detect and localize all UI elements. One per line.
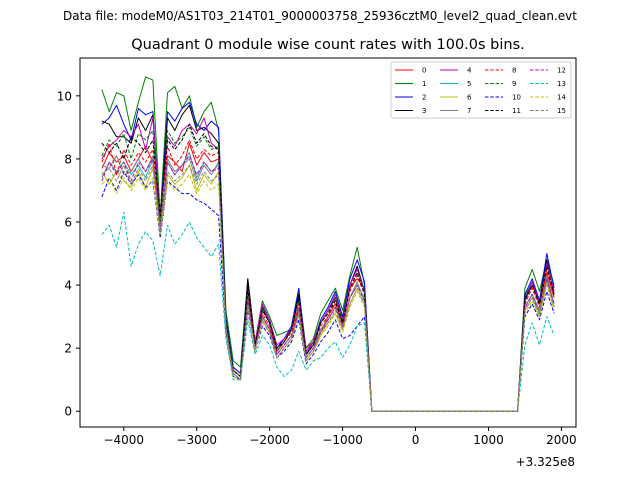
x-tick-label: 0 <box>412 433 420 447</box>
x-tick-label: −1000 <box>322 433 363 447</box>
legend-label-4: 4 <box>467 67 472 75</box>
legend-label-8: 8 <box>512 67 516 75</box>
y-tick-label: 0 <box>64 405 72 419</box>
series-line-14 <box>101 174 555 412</box>
legend-label-14: 14 <box>557 94 566 102</box>
legend-label-15: 15 <box>557 107 566 115</box>
x-offset-label: +3.325e8 <box>516 455 575 469</box>
x-tick-label: −3000 <box>176 433 217 447</box>
legend-label-0: 0 <box>422 67 426 75</box>
y-tick-label: 8 <box>64 152 72 166</box>
x-tick-label: −4000 <box>103 433 144 447</box>
legend-box <box>390 61 572 119</box>
series-layer <box>101 76 555 412</box>
data-file-label: Data file: modeM0/AS1T03_214T01_90000037… <box>63 9 577 23</box>
legend-label-2: 2 <box>422 94 426 102</box>
chart-title: Quadrant 0 module wise count rates with … <box>131 37 525 53</box>
legend-label-7: 7 <box>467 107 471 115</box>
legend-label-9: 9 <box>512 80 516 88</box>
legend-label-13: 13 <box>557 80 566 88</box>
y-axis: 0 2 4 6 8 10 <box>57 89 80 419</box>
x-tick-label: −2000 <box>249 433 290 447</box>
legend-label-5: 5 <box>467 80 471 88</box>
legend-label-11: 11 <box>512 107 521 115</box>
y-tick-label: 6 <box>64 216 72 230</box>
series-line-15 <box>101 164 555 412</box>
x-tick-label: 2000 <box>546 433 577 447</box>
legend-label-6: 6 <box>467 94 472 102</box>
legend-label-1: 1 <box>422 80 426 88</box>
y-tick-label: 10 <box>57 89 72 103</box>
legend-label-10: 10 <box>512 94 521 102</box>
y-tick-label: 4 <box>64 279 72 293</box>
y-tick-label: 2 <box>64 342 72 356</box>
legend-label-12: 12 <box>557 67 566 75</box>
axes-frame <box>79 57 577 428</box>
x-axis: −4000 −3000 −2000 −1000 0 1000 2000 <box>103 427 577 447</box>
legend-label-3: 3 <box>422 107 426 115</box>
x-tick-label: 1000 <box>473 433 504 447</box>
